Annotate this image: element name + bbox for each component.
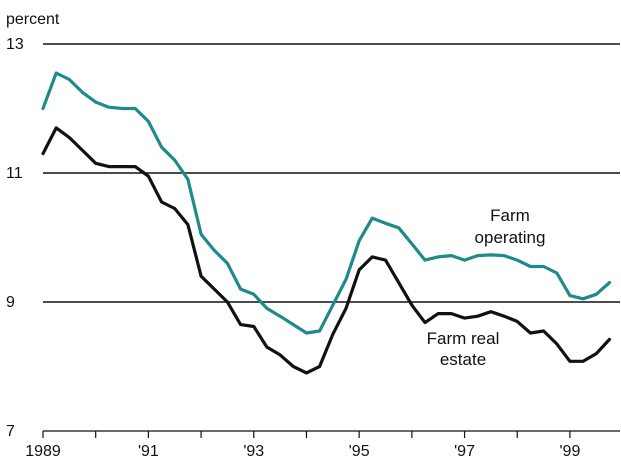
series-line-farm-operating <box>41 71 612 335</box>
y-tick-label: 11 <box>6 165 23 182</box>
series-annotations: Farm operating Farm real estate <box>427 206 546 369</box>
gridlines <box>43 43 620 303</box>
series-label-farm-operating: operating <box>475 228 546 247</box>
x-tick-label: '91 <box>138 443 159 460</box>
series-label-farm-real-estate: Farm real <box>427 329 500 348</box>
y-tick-label: 7 <box>6 423 15 440</box>
series-lines <box>41 71 612 375</box>
series-line-farm-real-estate <box>41 126 612 375</box>
series-label-farm-real-estate: estate <box>440 350 486 369</box>
y-unit-label: percent <box>6 11 60 28</box>
x-tick-label: '97 <box>454 443 475 460</box>
x-tick-label: '93 <box>243 443 264 460</box>
x-tick-label: '95 <box>349 443 370 460</box>
y-tick-label: 9 <box>6 294 15 311</box>
x-tick-label: '99 <box>560 443 581 460</box>
x-axis: 1989 '91 '93 '95 '97 '99 <box>25 430 620 460</box>
series-label-farm-operating: Farm <box>490 206 530 225</box>
y-tick-label: 13 <box>6 36 24 53</box>
y-tick-labels: 7 9 11 13 <box>6 36 24 440</box>
x-tick-label: 1989 <box>25 443 61 460</box>
